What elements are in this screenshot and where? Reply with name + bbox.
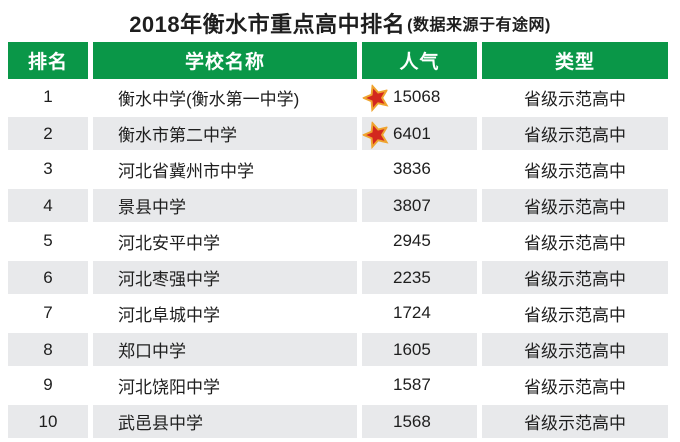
school-type-cell: 省级示范高中 bbox=[524, 89, 626, 109]
school-type-cell: 省级示范高中 bbox=[482, 187, 668, 223]
school-name-cell: 河北阜城中学 bbox=[118, 305, 220, 325]
star-icon bbox=[360, 117, 393, 150]
table-row: 5 河北安平中学 2945 省级示范高中 bbox=[8, 223, 668, 259]
table-row: 4 景县中学 3807 省级示范高中 bbox=[8, 187, 668, 223]
popularity-value: 1724 bbox=[393, 303, 431, 322]
school-type-cell: 省级示范高中 bbox=[482, 259, 668, 295]
popularity-value: 2945 bbox=[393, 231, 431, 250]
school-name-cell: 河北安平中学 bbox=[118, 233, 220, 253]
school-name-cell: 河北饶阳中学 bbox=[118, 377, 220, 397]
school-type-cell: 省级示范高中 bbox=[482, 115, 668, 151]
school-name-cell: 河北枣强中学 bbox=[93, 259, 357, 295]
school-type-cell: 省级示范高中 bbox=[482, 331, 668, 367]
table-row: 10 武邑县中学 1568 省级示范高中 bbox=[8, 403, 668, 439]
rank-cell: 1 bbox=[43, 87, 53, 106]
school-name-cell: 郑口中学 bbox=[93, 331, 357, 367]
column-header-type: 类型 bbox=[482, 42, 668, 79]
table-row: 9 河北饶阳中学 1587 省级示范高中 bbox=[8, 367, 668, 403]
rank-cell: 4 bbox=[8, 187, 88, 223]
title-text: 2018年衡水市重点高中排名 bbox=[129, 12, 406, 37]
school-name-cell: 武邑县中学 bbox=[93, 403, 357, 439]
school-name-cell: 景县中学 bbox=[93, 187, 357, 223]
school-type-cell: 省级示范高中 bbox=[524, 377, 626, 397]
column-header-rank: 排名 bbox=[8, 42, 88, 79]
rank-cell: 10 bbox=[8, 403, 88, 439]
popularity-cell: 2235 bbox=[362, 259, 477, 295]
school-type-cell: 省级示范高中 bbox=[524, 161, 626, 181]
star-icon bbox=[360, 81, 393, 114]
popularity-cell: 15068 bbox=[360, 79, 477, 115]
table-row: 8 郑口中学 1605 省级示范高中 bbox=[8, 331, 668, 367]
school-type-cell: 省级示范高中 bbox=[524, 233, 626, 253]
table-row: 7 河北阜城中学 1724 省级示范高中 bbox=[8, 295, 668, 331]
column-header-school: 学校名称 bbox=[93, 42, 357, 79]
rank-cell: 8 bbox=[8, 331, 88, 367]
title-source-note: (数据来源于有途网) bbox=[407, 17, 551, 34]
popularity-value: 15068 bbox=[393, 87, 441, 106]
school-type-cell: 省级示范高中 bbox=[482, 403, 668, 439]
popularity-value: 1568 bbox=[393, 411, 431, 431]
rank-cell: 9 bbox=[43, 375, 53, 394]
table-row: 3 河北省冀州市中学 3836 省级示范高中 bbox=[8, 151, 668, 187]
school-name-cell: 河北省冀州市中学 bbox=[118, 161, 254, 181]
ranking-table: 排名 学校名称 人气 类型 1 衡水中学(衡水第一中学) 15068 省级示范高… bbox=[8, 42, 668, 439]
school-name-cell: 衡水中学(衡水第一中学) bbox=[118, 89, 300, 109]
popularity-value: 3836 bbox=[393, 159, 431, 178]
school-type-cell: 省级示范高中 bbox=[524, 305, 626, 325]
rank-cell: 6 bbox=[8, 259, 88, 295]
rank-cell: 2 bbox=[8, 115, 88, 151]
table-row: 6 河北枣强中学 2235 省级示范高中 bbox=[8, 259, 668, 295]
school-name-cell: 衡水市第二中学 bbox=[93, 115, 357, 151]
column-header-popularity: 人气 bbox=[362, 42, 477, 79]
popularity-cell: 6401 bbox=[360, 115, 477, 151]
popularity-cell: 3807 bbox=[362, 187, 477, 223]
table-header-row: 排名 学校名称 人气 类型 bbox=[8, 42, 668, 79]
rank-cell: 5 bbox=[43, 231, 53, 250]
table-row: 1 衡水中学(衡水第一中学) 15068 省级示范高中 bbox=[8, 79, 668, 115]
popularity-value: 2235 bbox=[393, 267, 431, 287]
popularity-value: 6401 bbox=[393, 123, 431, 143]
page-title: 2018年衡水市重点高中排名 (数据来源于有途网) bbox=[0, 6, 680, 40]
popularity-value: 3807 bbox=[393, 195, 431, 215]
popularity-cell: 1587 bbox=[362, 367, 477, 403]
table-row: 2 衡水市第二中学 6401 省级示范高中 bbox=[8, 115, 668, 151]
popularity-cell: 2945 bbox=[362, 223, 477, 259]
rank-cell: 3 bbox=[43, 159, 53, 178]
popularity-cell: 1568 bbox=[362, 403, 477, 439]
popularity-cell: 1724 bbox=[362, 295, 477, 331]
popularity-cell: 3836 bbox=[362, 151, 477, 187]
table-body: 1 衡水中学(衡水第一中学) 15068 省级示范高中 2 衡水市第二中学 64… bbox=[8, 79, 668, 439]
popularity-value: 1605 bbox=[393, 339, 431, 359]
popularity-cell: 1605 bbox=[362, 331, 477, 367]
rank-cell: 7 bbox=[43, 303, 53, 322]
popularity-value: 1587 bbox=[393, 375, 431, 394]
